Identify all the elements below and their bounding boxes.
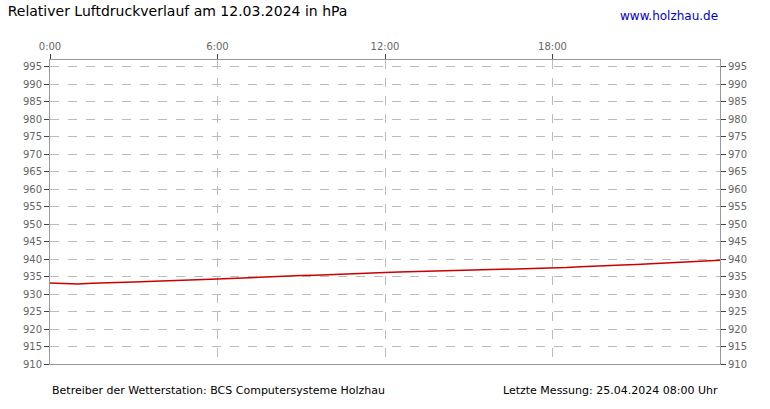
svg-text:920: 920 [728,324,747,335]
svg-text:940: 940 [23,254,42,265]
svg-text:12:00: 12:00 [371,41,400,52]
svg-text:915: 915 [728,341,747,352]
svg-text:985: 985 [728,96,747,107]
svg-text:Letzte Messung: 25.04.2024 08:: Letzte Messung: 25.04.2024 08:00 Uhr [503,384,718,397]
svg-text:970: 970 [23,149,42,160]
svg-text:0:00: 0:00 [39,41,61,52]
svg-text:955: 955 [23,201,42,212]
svg-text:915: 915 [23,341,42,352]
svg-text:950: 950 [23,219,42,230]
svg-text:925: 925 [23,306,42,317]
svg-text:940: 940 [728,254,747,265]
svg-text:950: 950 [728,219,747,230]
svg-text:990: 990 [728,79,747,90]
svg-text:925: 925 [728,306,747,317]
svg-text:980: 980 [728,114,747,125]
svg-text:www.holzhau.de: www.holzhau.de [620,9,718,23]
svg-text:975: 975 [728,131,747,142]
svg-text:960: 960 [728,184,747,195]
svg-text:995: 995 [728,61,747,72]
svg-text:965: 965 [23,166,42,177]
svg-text:970: 970 [728,149,747,160]
svg-text:910: 910 [728,359,747,370]
svg-text:975: 975 [23,131,42,142]
svg-text:Betreiber der Wetterstation: B: Betreiber der Wetterstation: BCS Compute… [52,384,385,397]
svg-text:6:00: 6:00 [206,41,228,52]
svg-text:985: 985 [23,96,42,107]
svg-text:910: 910 [23,359,42,370]
svg-text:930: 930 [23,289,42,300]
svg-text:18:00: 18:00 [538,41,567,52]
svg-text:990: 990 [23,79,42,90]
svg-text:955: 955 [728,201,747,212]
svg-text:935: 935 [23,271,42,282]
svg-text:Relativer Luftdruckverlauf am: Relativer Luftdruckverlauf am 12.03.2024… [8,3,348,19]
svg-text:935: 935 [728,271,747,282]
svg-text:995: 995 [23,61,42,72]
svg-text:945: 945 [728,236,747,247]
svg-text:945: 945 [23,236,42,247]
svg-text:930: 930 [728,289,747,300]
svg-text:965: 965 [728,166,747,177]
svg-text:920: 920 [23,324,42,335]
svg-text:980: 980 [23,114,42,125]
svg-text:960: 960 [23,184,42,195]
